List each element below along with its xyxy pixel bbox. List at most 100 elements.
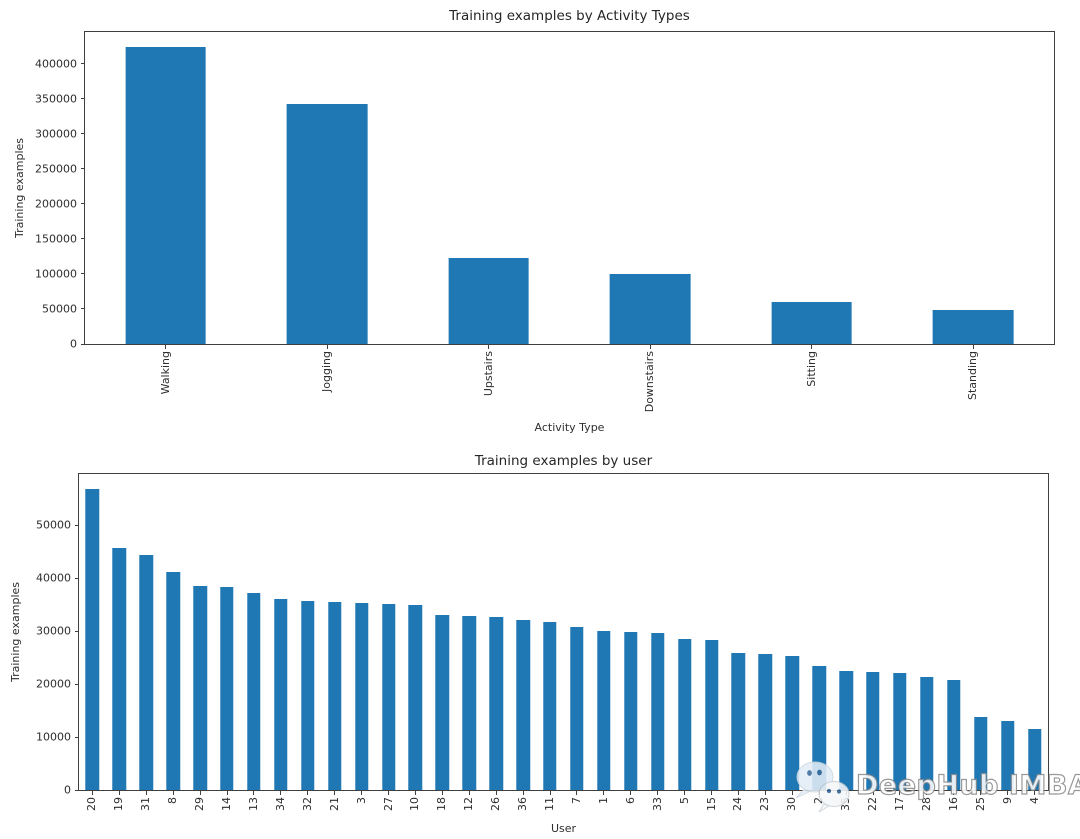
bar-22 [866,671,880,790]
x-tick-mark [388,791,390,795]
bar-21 [327,601,342,790]
x-tick-mark [711,791,713,795]
bar-15 [704,639,719,790]
x-axis-title: Activity Type [534,421,605,434]
chart-users: Training examples by user Training examp… [0,440,1080,839]
x-tick-label: 32 [300,797,314,811]
chart-activity-types: Training examples by Activity Types Trai… [13,8,1055,434]
y-axis-title: Training examples [13,31,26,345]
bar-2 [812,666,826,790]
y-tick-mark [74,789,78,791]
bar-Downstairs [609,273,691,344]
bar-31 [139,555,154,790]
y-tick-label: 0 [70,337,77,351]
x-tick-label: 3 [354,797,368,804]
x-tick-mark [872,791,874,795]
x-tick-mark [845,791,847,795]
bar-Jogging [286,104,368,344]
bar-7 [570,626,584,790]
chart-title: Training examples by Activity Types [449,8,690,24]
y-tick-mark [74,736,78,738]
x-tick-label: 7 [569,797,583,804]
x-tick-mark [953,791,955,795]
y-tick-mark [80,98,84,100]
x-tick-mark [172,791,174,795]
chart-title: Training examples by user [474,453,653,469]
x-tick-label: 4 [1027,797,1041,804]
y-tick-label: 30000 [36,624,71,638]
x-tick-mark [1007,791,1009,795]
x-tick-label: 11 [542,797,556,811]
x-tick-mark [657,791,659,795]
x-tick-label: 16 [946,797,960,811]
bar-3 [354,603,369,790]
x-tick-label: 14 [219,797,233,811]
bar-35 [839,671,853,790]
bar-27 [381,603,396,790]
y-tick-mark [74,630,78,632]
bar-32 [301,601,315,790]
x-tick-label: 29 [193,797,207,811]
y-tick-mark [80,203,84,205]
x-tick-mark [899,791,901,795]
x-tick-mark [791,791,793,795]
x-tick-mark [649,345,651,349]
y-tick-label: 50000 [42,302,77,316]
bar-Upstairs [448,257,530,344]
x-tick-mark [811,345,813,349]
y-tick-label: 200000 [35,197,77,211]
x-tick-label: 5 [677,797,691,804]
x-tick-mark [361,791,363,795]
x-tick-mark [495,791,497,795]
x-tick-mark [91,791,93,795]
x-tick-mark [334,791,336,795]
y-tick-mark [80,168,84,170]
x-tick-label: 30 [785,797,799,811]
x-tick-label: 33 [650,797,664,811]
y-tick-mark [80,238,84,240]
y-tick-label: 250000 [35,162,77,176]
bar-16 [947,680,961,790]
bar-20 [85,488,100,790]
x-tick-label: 2 [812,797,826,804]
bar-24 [731,652,746,790]
y-tick-label: 20000 [36,677,71,691]
bar-34 [274,598,288,790]
x-tick-label: 19 [112,797,126,811]
x-tick-mark [468,791,470,795]
x-tick-mark [488,345,490,349]
x-tick-label: 13 [246,797,260,811]
x-tick-mark [441,791,443,795]
y-tick-mark [80,63,84,65]
x-tick-label: 28 [919,797,933,811]
x-tick-label: 31 [139,797,153,811]
x-tick-mark [414,791,416,795]
x-tick-mark [818,791,820,795]
x-tick-label: 35 [839,797,853,811]
x-tick-label: 9 [1000,797,1014,804]
bar-Walking [125,46,207,344]
x-tick-mark [630,791,632,795]
y-axis-title-text: Training examples [9,582,22,682]
x-tick-mark [165,345,167,349]
x-tick-label: 12 [462,797,476,811]
bar-1 [597,630,611,790]
x-tick-label: Upstairs [481,351,495,397]
x-tick-mark [226,791,228,795]
y-tick-label: 50000 [36,518,71,532]
x-tick-label: 27 [381,797,395,811]
y-tick-label: 300000 [35,127,77,141]
x-axis-title: User [550,822,577,835]
x-tick-mark [522,791,524,795]
y-tick-label: 40000 [36,571,71,585]
x-tick-label: Downstairs [643,351,657,413]
plot-area: 0 50000 100000 150000 200000 250000 300000 3500… [35,31,1055,412]
x-tick-label: Jogging [320,351,334,392]
x-tick-label: 15 [704,797,718,811]
y-tick-mark [80,273,84,275]
x-tick-label: 34 [273,797,287,811]
bar-28 [920,676,934,790]
bar-17 [893,672,907,790]
y-tick-label: 350000 [35,92,77,106]
bar-6 [624,631,638,790]
